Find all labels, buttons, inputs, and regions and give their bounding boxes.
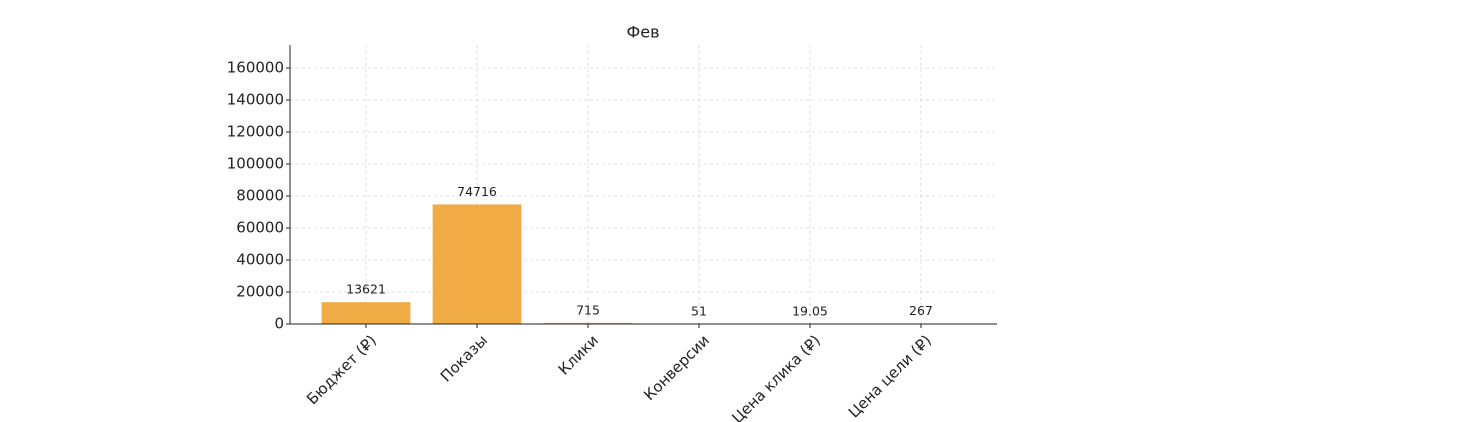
bar <box>432 204 522 324</box>
value-label: 74716 <box>457 184 497 199</box>
value-label: 715 <box>576 302 600 317</box>
value-label: 19.05 <box>792 303 828 318</box>
y-tick-label: 160000 <box>227 59 284 77</box>
x-tick-label: Цена цели (₽) <box>845 331 935 421</box>
y-tick-label: 100000 <box>227 155 284 173</box>
value-label: 267 <box>909 303 933 318</box>
value-label: 51 <box>691 303 707 318</box>
chart-title: Фев <box>626 23 659 42</box>
x-tick-label: Клики <box>555 331 602 378</box>
x-tick-label: Цена клика (₽) <box>728 331 824 422</box>
y-tick-label: 80000 <box>236 187 284 205</box>
bar <box>321 302 411 324</box>
y-tick-label: 20000 <box>236 283 284 301</box>
value-label: 13621 <box>346 282 386 297</box>
bar <box>543 322 633 324</box>
x-tick-label: Бюджет (₽) <box>303 331 380 408</box>
y-tick-label: 60000 <box>236 219 284 237</box>
y-tick-label: 120000 <box>227 123 284 141</box>
y-tick-label: 0 <box>274 315 284 333</box>
y-tick-label: 40000 <box>236 251 284 269</box>
x-tick-label: Показы <box>437 331 491 385</box>
y-tick-label: 140000 <box>227 91 284 109</box>
x-tick-label: Конверсии <box>640 331 713 404</box>
